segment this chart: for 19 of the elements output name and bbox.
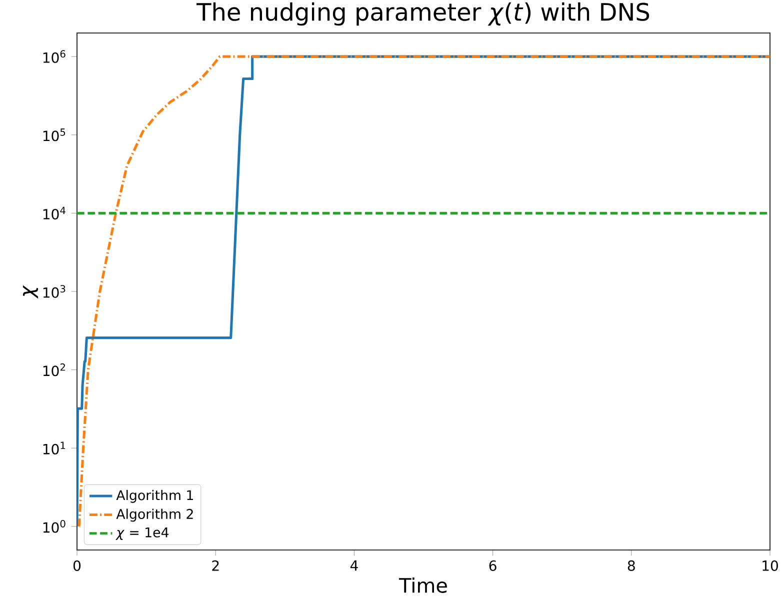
x-tick-label: 8 <box>628 560 635 571</box>
y-tick-label: 10$^{4}$ <box>43 206 66 220</box>
x-axis-title: Time <box>398 577 447 593</box>
y-tick-label: 10$^{3}$ <box>43 285 66 298</box>
x-tick-label: 4 <box>350 560 358 571</box>
y-tick-label: 10$^{5}$ <box>43 128 66 142</box>
x-tick-label: 6 <box>489 560 496 571</box>
y-tick-label: 10$^{6}$ <box>43 50 66 63</box>
legend-label: χ = 1e4 <box>116 527 169 540</box>
x-tick-label: 10 <box>762 560 778 571</box>
chart-title: The nudging parameter χ(t) with DNS <box>196 2 650 26</box>
y-tick-label: 10$^{2}$ <box>43 363 65 376</box>
y-axis-title: χ <box>22 285 38 299</box>
x-tick-label: 0 <box>73 560 81 571</box>
y-tick-label: 10$^{1}$ <box>43 442 66 454</box>
x-tick-label: 2 <box>212 560 219 571</box>
legend-label: Algorithm 2 <box>116 508 193 522</box>
y-tick-label: 10$^{0}$ <box>43 520 66 533</box>
legend-label: Algorithm 1 <box>116 490 193 503</box>
